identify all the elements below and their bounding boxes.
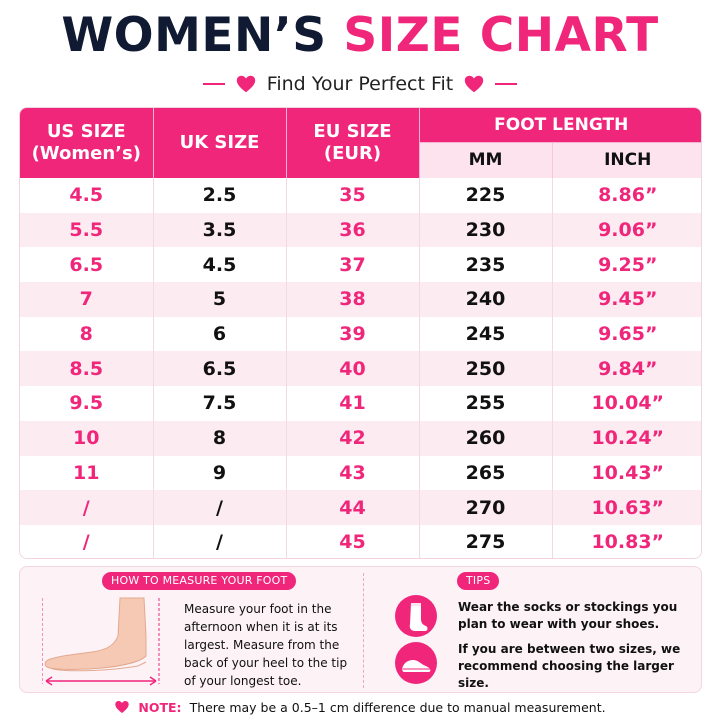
mm-cell: 230 [419, 212, 553, 248]
eu-size-cell: 39 [286, 316, 420, 352]
note-row: NOTE: There may be a 0.5–1 cm difference… [0, 697, 720, 717]
uk-size-cell: 8 [153, 420, 287, 456]
uk-size-cell: 6 [153, 316, 287, 352]
eu-size-cell: 40 [286, 351, 420, 387]
tips-label: TIPS [457, 572, 500, 590]
uk-size-cell: 7.5 [153, 386, 287, 421]
tip-text: If you are between two sizes, we recomme… [458, 642, 681, 690]
eu-size-cell: 41 [286, 386, 420, 421]
table-row: 6.5 4.5 37 235 9.25” [20, 247, 701, 283]
mm-cell: 265 [419, 455, 553, 491]
us-size-cell: 9.5 [20, 386, 154, 421]
mm-cell: 270 [419, 490, 553, 525]
eu-size-cell: 42 [286, 420, 420, 456]
us-size-cell: 11 [20, 455, 154, 491]
inch-cell: 10.43” [552, 455, 701, 491]
eu-size-cell: 38 [286, 282, 420, 317]
us-size-cell: 4.5 [20, 178, 154, 213]
heart-icon [115, 701, 130, 713]
us-size-cell: 10 [20, 420, 154, 456]
mm-cell: 240 [419, 282, 553, 317]
eu-size-cell: 35 [286, 178, 420, 213]
title-part-1: WOMEN’S [61, 8, 327, 63]
title-part-2: SIZE CHART [343, 8, 659, 63]
note-text: There may be a 0.5–1 cm difference due t… [189, 699, 606, 715]
inch-cell: 9.65” [552, 316, 701, 352]
measure-label: HOW TO MEASURE YOUR FOOT [102, 572, 297, 590]
header-us-size: US SIZE (Women’s) [20, 108, 154, 178]
us-size-cell: 6.5 [20, 247, 154, 283]
table-row: 9.5 7.5 41 255 10.04” [20, 386, 701, 421]
eu-size-cell: 36 [286, 212, 420, 248]
us-size-cell: 8 [20, 316, 154, 352]
header-mm: MM [419, 142, 553, 178]
us-size-cell: 8.5 [20, 351, 154, 387]
us-size-cell: / [20, 490, 154, 525]
inch-cell: 9.45” [552, 282, 701, 317]
uk-size-cell: 3.5 [153, 212, 287, 248]
heart-icon [236, 75, 255, 93]
mm-cell: 275 [419, 524, 553, 558]
us-size-cell: 7 [20, 282, 154, 317]
mm-cell: 235 [419, 247, 553, 283]
eu-size-cell: 37 [286, 247, 420, 283]
size-table: US SIZE (Women’s) UK SIZE EU SIZE (EUR) … [19, 107, 702, 559]
table-row: 11 9 43 265 10.43” [20, 455, 701, 491]
panel-divider [363, 573, 364, 688]
foot-illustration-icon [42, 597, 160, 686]
subtitle-row: Find Your Perfect Fit [0, 70, 720, 98]
inch-cell: 9.06” [552, 212, 701, 248]
table-row: 8 6 39 245 9.65” [20, 316, 701, 352]
table-row: 10 8 42 260 10.24” [20, 420, 701, 456]
uk-size-cell: / [153, 524, 287, 558]
mm-cell: 260 [419, 420, 553, 456]
inch-cell: 10.83” [552, 524, 701, 558]
measure-instructions: Measure your foot in the afternoon when … [184, 602, 348, 688]
table-row: 5.5 3.5 36 230 9.06” [20, 212, 701, 248]
inch-cell: 8.86” [552, 178, 701, 213]
table-row: 4.5 2.5 35 225 8.86” [20, 178, 701, 213]
subtitle-text: Find Your Perfect Fit [266, 73, 454, 95]
table-row: 8.5 6.5 40 250 9.84” [20, 351, 701, 387]
tip-text: Wear the socks or stockings you plan to … [458, 600, 678, 631]
page-title: WOMEN’S SIZE CHART [0, 4, 720, 68]
mm-cell: 225 [419, 178, 553, 213]
header-foot-length: FOOT LENGTH [419, 108, 701, 143]
note-label: NOTE: [138, 699, 182, 715]
header-inch: INCH [552, 142, 701, 178]
subtitle-line-left [202, 83, 225, 85]
mm-cell: 255 [419, 386, 553, 421]
us-size-cell: 5.5 [20, 212, 154, 248]
uk-size-cell: 9 [153, 455, 287, 491]
sock-icon [395, 595, 437, 637]
inch-cell: 9.84” [552, 351, 701, 387]
subtitle-line-right [495, 83, 518, 85]
uk-size-cell: / [153, 490, 287, 525]
info-panel: HOW TO MEASURE YOUR FOOT TIPS Measure yo… [19, 566, 702, 693]
eu-size-cell: 43 [286, 455, 420, 491]
header-eu-size: EU SIZE (EUR) [286, 108, 420, 178]
table-row: / / 44 270 10.63” [20, 490, 701, 525]
heart-icon [465, 75, 484, 93]
us-size-cell: / [20, 524, 154, 558]
inch-cell: 9.25” [552, 247, 701, 283]
inch-cell: 10.04” [552, 386, 701, 421]
inch-cell: 10.63” [552, 490, 701, 525]
header-uk-size: UK SIZE [153, 108, 287, 178]
mm-cell: 250 [419, 351, 553, 387]
eu-size-cell: 44 [286, 490, 420, 525]
shoe-icon [395, 642, 437, 684]
uk-size-cell: 5 [153, 282, 287, 317]
eu-size-cell: 45 [286, 524, 420, 558]
uk-size-cell: 6.5 [153, 351, 287, 387]
table-row: / / 45 275 10.83” [20, 524, 701, 558]
inch-cell: 10.24” [552, 420, 701, 456]
uk-size-cell: 4.5 [153, 247, 287, 283]
table-row: 7 5 38 240 9.45” [20, 282, 701, 317]
mm-cell: 245 [419, 316, 553, 352]
uk-size-cell: 2.5 [153, 178, 287, 213]
